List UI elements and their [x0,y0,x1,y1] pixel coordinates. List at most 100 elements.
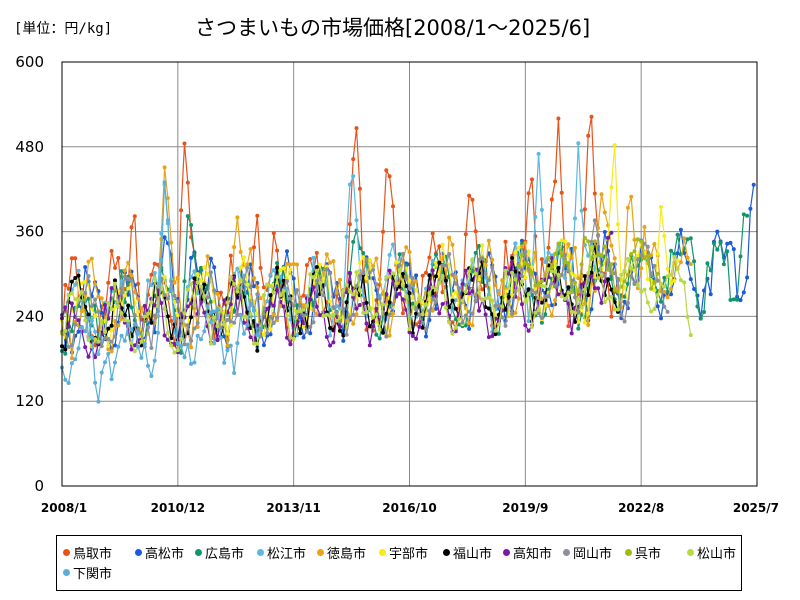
data-point [261,343,266,348]
data-point [357,273,362,278]
data-point [103,360,107,365]
data-point [281,304,286,309]
data-point [665,295,670,300]
data-point [414,336,419,341]
data-point [731,297,736,302]
data-point [715,247,720,252]
data-point [526,191,531,196]
data-point [549,313,554,318]
data-point [63,282,68,287]
data-point [338,277,342,282]
data-point [152,271,157,275]
data-point [596,276,601,281]
data-point [563,296,567,301]
legend-label: 広島市 [205,547,245,562]
data-point [447,252,452,256]
data-point [298,331,303,336]
data-point [665,309,670,314]
data-point [116,323,121,328]
data-point [549,265,554,270]
data-point [662,234,667,238]
data-point [172,350,177,355]
data-point [165,218,170,223]
data-point [440,263,445,268]
data-point [195,333,200,338]
data-point [119,279,124,284]
data-point [599,253,604,258]
data-point [344,318,349,323]
data-point [414,279,419,284]
data-point [622,285,627,290]
data-point [212,341,217,346]
data-point [242,255,246,260]
data-point [295,333,299,338]
data-point [83,329,88,334]
data-point [175,341,180,346]
data-point [311,275,316,280]
data-point [434,274,438,279]
data-point [566,285,571,290]
data-point [338,328,342,333]
data-point [205,272,210,277]
data-point [321,270,326,275]
data-point [622,268,627,273]
data-point [245,282,250,287]
data-point [539,316,544,320]
data-point [625,272,630,277]
data-point [119,333,124,338]
data-point [69,256,74,261]
data-point [606,296,611,301]
data-point [189,281,194,286]
data-point [639,239,644,244]
series-12 [60,180,263,404]
data-point [156,288,160,293]
data-point [285,261,289,266]
data-point [132,313,137,318]
data-point [103,330,107,334]
data-point [682,236,687,241]
data-point [169,318,174,323]
legend-marker [563,549,570,556]
data-point [642,256,647,261]
data-point [69,291,74,296]
data-point [347,289,352,294]
data-point [103,336,107,341]
data-point [549,303,554,308]
data-point [351,312,356,317]
y-axis: 0 120 240 360 480 600 [15,53,44,495]
data-point [490,334,495,339]
data-point [328,299,333,304]
data-point [486,238,491,243]
data-point [106,343,111,348]
data-point [195,325,200,329]
y-tick-label: 120 [15,392,44,410]
data-point [271,231,276,236]
data-point [384,334,389,339]
data-point [473,250,478,255]
data-point [354,284,359,288]
data-point [377,327,382,332]
data-point [291,303,296,308]
data-point [500,304,505,309]
legend-marker [317,549,324,556]
data-point [645,254,650,258]
data-point [387,268,392,273]
data-point [569,271,574,276]
data-point [576,141,581,146]
data-point [609,262,614,267]
data-point [510,256,515,261]
data-point [89,318,94,323]
data-point [96,309,101,314]
data-point [99,318,104,323]
chart-title: さつまいもの市場価格[2008/1～2025/6] [195,16,591,40]
data-point [606,235,611,240]
data-point [361,271,366,276]
data-point [374,256,379,261]
data-point [341,333,346,338]
data-point [576,296,581,301]
data-point [467,309,472,314]
data-point [553,269,558,274]
data-point [252,245,256,250]
data-point [146,325,150,330]
data-point [215,291,220,296]
